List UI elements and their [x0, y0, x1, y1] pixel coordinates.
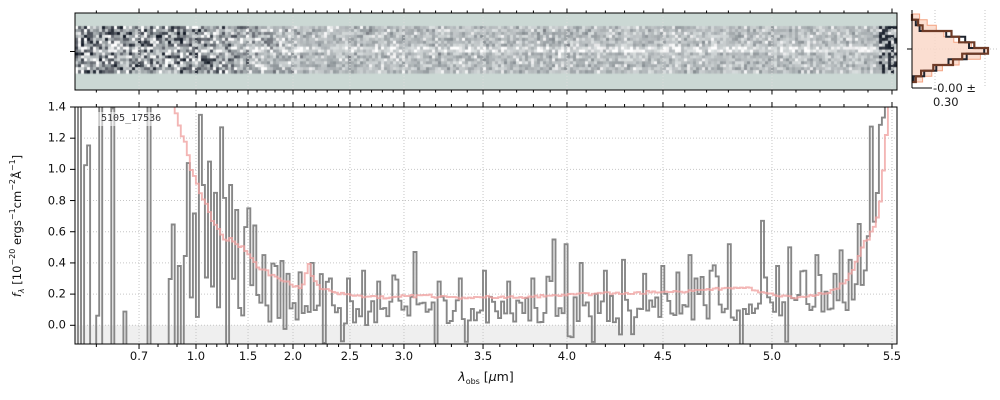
main-axes-frame: [70, 102, 898, 349]
x-tick-label: 2.0: [283, 349, 303, 363]
y-tick-label: 0.0: [47, 317, 66, 332]
x-axis-label: λobs [μm]: [458, 369, 514, 386]
y-tick-label: 0.8: [47, 192, 66, 207]
histogram-line-series: [910, 14, 990, 84]
y-tick-label: 0.6: [47, 223, 66, 238]
spectrum-2d-panel: [75, 13, 897, 90]
histogram-fill-series: [911, 13, 989, 83]
histogram-stats-label: -0.00 ± 0.30: [933, 81, 977, 109]
x-tick-label: 4.0: [557, 349, 577, 363]
y-tick-label: 1.4: [47, 99, 66, 114]
y-tick-label: 0.4: [47, 255, 66, 270]
y-tick-label: 1.0: [47, 161, 66, 176]
x-tick-label: 5.5: [882, 349, 902, 363]
x-tick-label: 5.0: [762, 349, 782, 363]
y-tick-label: 1.2: [47, 130, 66, 145]
x-tick-label: 1.0: [186, 349, 206, 363]
x-tick-label: 0.7: [129, 349, 149, 363]
x-tick-label: 3.0: [394, 349, 414, 363]
x-tick-label: 1.5: [238, 349, 258, 363]
y-axis-label: fλ [10−20 ergs−1cm−2Å−1]: [8, 154, 26, 298]
x-tick-label: 3.5: [473, 349, 493, 363]
histogram-panel: [907, 10, 998, 89]
x-tick-label: 4.5: [653, 349, 673, 363]
x-tick-label: 2.5: [340, 349, 360, 363]
histogram-black-series: [911, 14, 986, 83]
y-tick-label: 0.2: [47, 286, 66, 301]
main-axes-grid: [75, 106, 897, 344]
object-id-label: 5105_17536: [98, 112, 165, 126]
